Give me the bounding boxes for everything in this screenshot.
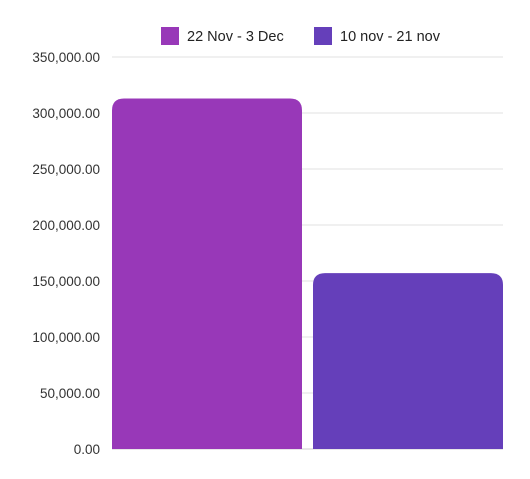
y-tick-label: 350,000.00 [32, 50, 100, 65]
y-tick-label: 250,000.00 [32, 162, 100, 177]
legend-item[interactable]: 22 Nov - 3 Dec [161, 27, 284, 45]
bars [112, 98, 503, 449]
y-tick-label: 0.00 [74, 442, 100, 457]
bar-series-1[interactable] [112, 98, 302, 449]
y-tick-label: 150,000.00 [32, 274, 100, 289]
y-axis-tick-labels: 0.00 50,000.00 100,000.00 150,000.00 200,000… [32, 50, 100, 457]
legend: 22 Nov - 3 Dec 10 nov - 21 nov [161, 27, 441, 45]
legend-item[interactable]: 10 nov - 21 nov [314, 27, 441, 45]
y-tick-label: 200,000.00 [32, 218, 100, 233]
bar-series-2[interactable] [313, 273, 503, 449]
y-tick-label: 100,000.00 [32, 330, 100, 345]
legend-label: 10 nov - 21 nov [340, 29, 441, 45]
legend-swatch [314, 27, 332, 45]
y-tick-label: 300,000.00 [32, 106, 100, 121]
legend-label: 22 Nov - 3 Dec [187, 29, 284, 45]
legend-swatch [161, 27, 179, 45]
y-tick-label: 50,000.00 [40, 386, 100, 401]
